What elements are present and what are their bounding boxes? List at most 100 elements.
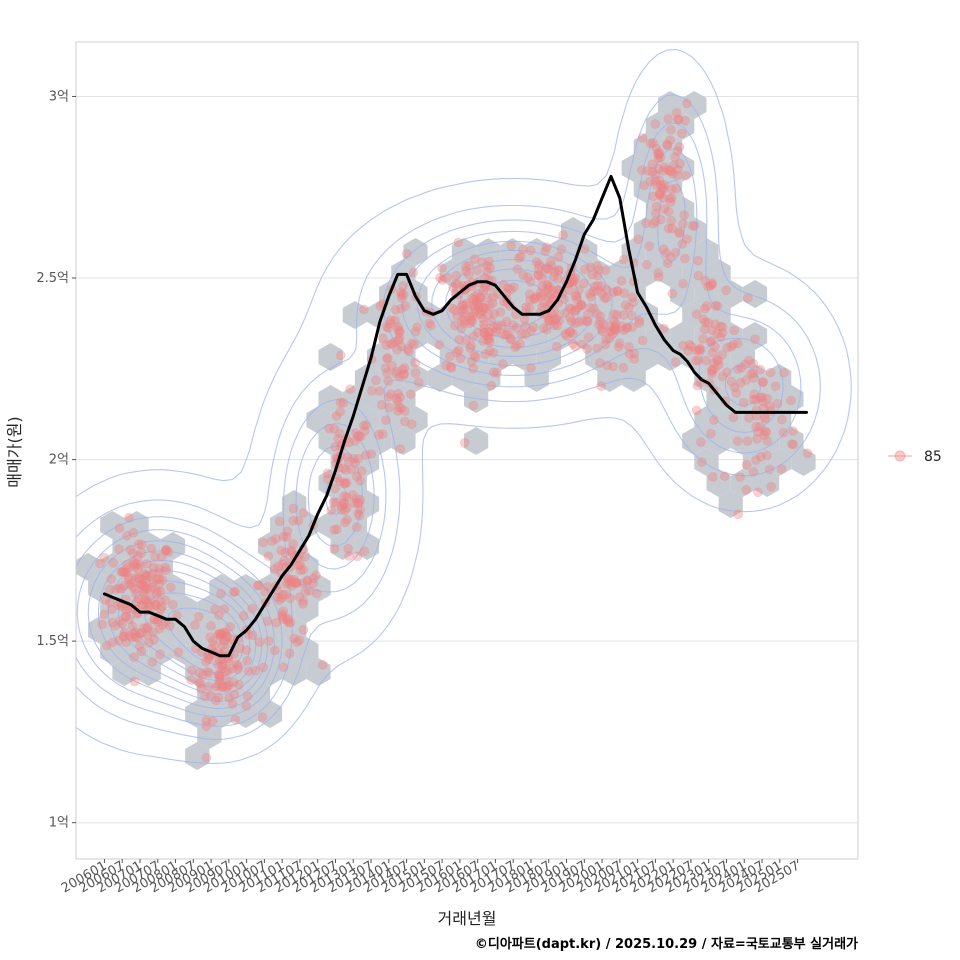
data-point <box>133 539 144 549</box>
data-point <box>479 328 490 339</box>
data-point <box>277 611 288 622</box>
data-point <box>501 316 512 327</box>
data-point <box>464 260 474 271</box>
data-point <box>243 666 254 677</box>
data-point <box>613 341 624 352</box>
hexbin-cell <box>330 490 355 518</box>
data-point <box>456 315 467 326</box>
data-point <box>125 544 136 555</box>
data-point <box>721 285 732 296</box>
data-point <box>526 326 536 336</box>
data-point <box>399 416 410 427</box>
data-point <box>748 372 759 383</box>
data-point <box>469 307 479 318</box>
data-point <box>124 579 135 590</box>
data-point <box>366 385 377 396</box>
hexbin-cell <box>682 91 707 119</box>
data-point <box>451 270 462 281</box>
data-point <box>596 324 607 335</box>
data-point <box>118 567 129 577</box>
data-point <box>145 594 156 605</box>
data-point <box>509 282 519 293</box>
data-point <box>277 559 288 569</box>
data-point <box>483 309 494 320</box>
data-point <box>138 574 149 585</box>
data-point <box>593 319 604 330</box>
data-point <box>692 380 703 391</box>
data-point <box>551 313 561 324</box>
data-point <box>648 137 658 148</box>
x-axis-title: 거래년월 <box>438 909 497 928</box>
hexbin-cell <box>755 469 780 497</box>
data-point <box>141 571 152 581</box>
data-point <box>276 593 287 603</box>
data-point <box>397 293 407 304</box>
data-point <box>644 241 655 252</box>
data-point <box>735 472 745 483</box>
hexbin-cell <box>136 574 161 602</box>
data-point <box>472 265 483 276</box>
data-point <box>186 675 197 685</box>
data-point <box>626 310 637 321</box>
data-point <box>656 214 666 225</box>
data-point <box>308 578 319 589</box>
data-point <box>398 280 409 291</box>
data-point <box>466 356 477 367</box>
data-point <box>529 294 540 305</box>
data-point <box>214 610 224 620</box>
data-point <box>470 351 481 362</box>
data-point <box>753 487 763 498</box>
hexbin-cell <box>694 280 719 308</box>
data-point <box>544 292 554 303</box>
data-point <box>458 304 469 315</box>
data-point <box>123 574 134 584</box>
data-point <box>702 300 712 311</box>
data-point <box>350 458 361 469</box>
data-point <box>722 342 733 353</box>
data-point <box>213 680 224 691</box>
data-point <box>690 355 701 366</box>
data-point <box>260 587 271 597</box>
data-point <box>161 565 172 576</box>
trend-line <box>102 174 808 658</box>
data-point <box>148 562 159 573</box>
data-point <box>128 527 139 538</box>
data-point <box>465 311 476 321</box>
data-point <box>120 611 131 622</box>
data-point <box>201 656 211 667</box>
data-point <box>115 616 125 626</box>
data-point <box>288 539 299 549</box>
data-point <box>477 257 487 268</box>
data-point <box>291 578 302 588</box>
data-point <box>480 303 491 314</box>
data-point <box>219 635 230 646</box>
data-point <box>444 351 455 362</box>
data-point <box>285 593 296 604</box>
data-point <box>480 282 491 293</box>
data-point <box>741 459 752 470</box>
data-point <box>348 453 359 464</box>
data-point <box>213 692 224 703</box>
hexbin-cell <box>367 427 392 455</box>
data-point <box>215 670 226 681</box>
hexbin-cell <box>755 427 780 455</box>
data-point <box>154 567 165 578</box>
data-point <box>450 278 461 289</box>
data-point <box>776 464 787 474</box>
data-point <box>610 321 621 332</box>
data-point <box>680 253 690 264</box>
data-point <box>469 254 480 265</box>
data-point <box>703 317 714 328</box>
data-point <box>298 564 309 575</box>
data-point <box>679 210 689 221</box>
data-point <box>576 300 587 310</box>
data-point <box>484 333 495 344</box>
data-point <box>658 244 669 255</box>
data-point <box>593 285 603 296</box>
data-point <box>329 423 340 434</box>
data-point <box>173 647 184 658</box>
data-point <box>482 334 493 345</box>
data-point <box>664 193 675 204</box>
data-point <box>152 616 163 627</box>
hexbin-cell <box>173 637 198 665</box>
